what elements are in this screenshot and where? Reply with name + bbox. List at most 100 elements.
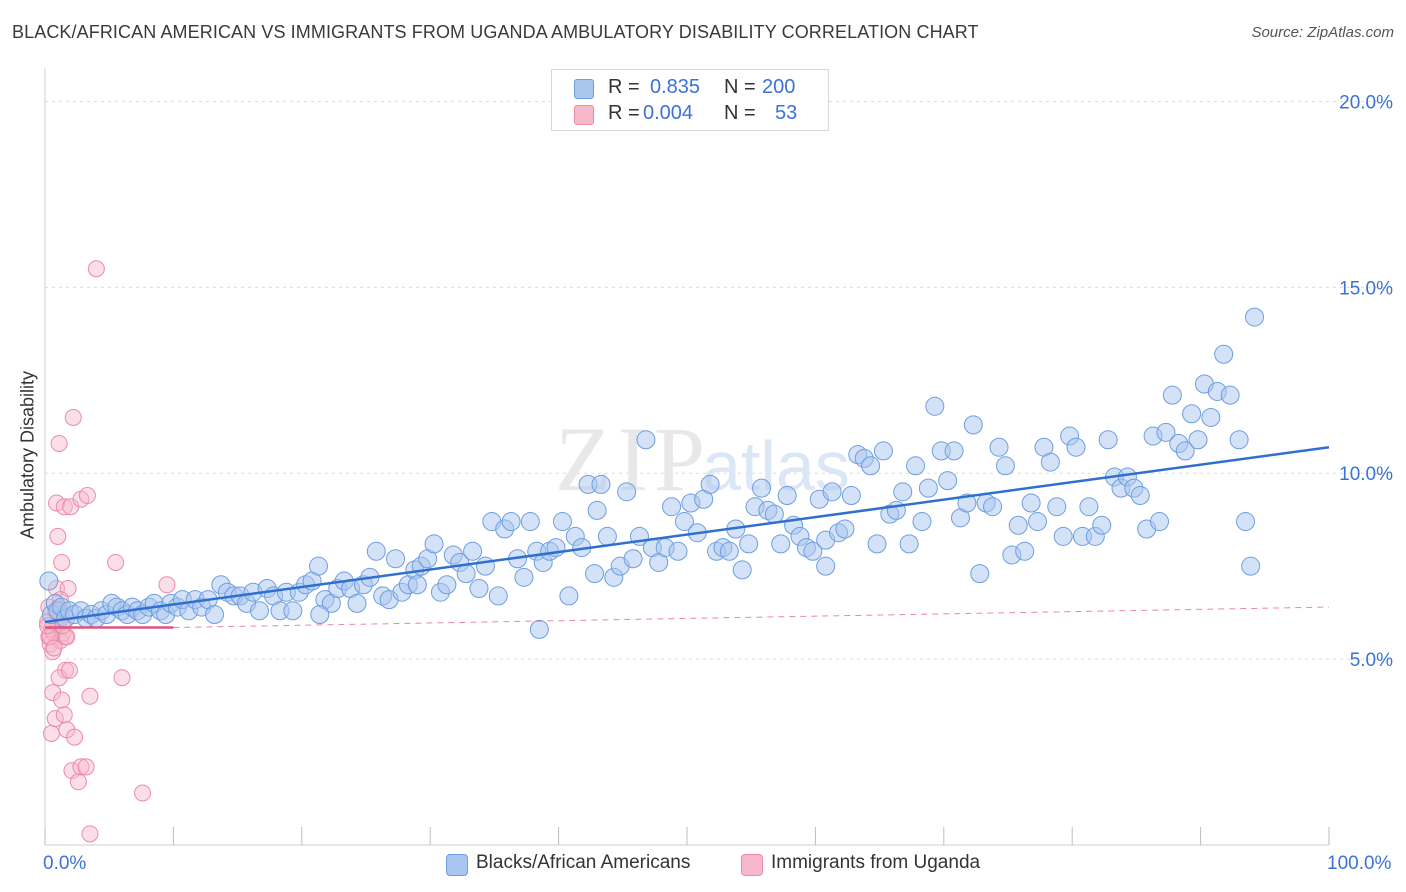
y-tick-labels: 5.0% 10.0% 15.0% 20.0% — [1339, 92, 1393, 671]
uganda-point — [44, 684, 62, 702]
black-point — [970, 564, 990, 584]
black-point — [963, 415, 983, 435]
uganda-point — [45, 639, 63, 657]
black-point — [1156, 422, 1176, 442]
uganda-point — [55, 706, 73, 724]
black-point — [700, 474, 720, 494]
black-point — [1040, 452, 1060, 472]
x-tick-0: 0.0% — [43, 853, 87, 874]
y-tick-label: 20.0% — [1339, 92, 1393, 113]
black-point — [1162, 385, 1182, 405]
black-point — [912, 512, 932, 532]
uganda-point — [72, 758, 90, 776]
black-point — [1188, 430, 1208, 450]
black-point — [1092, 515, 1112, 535]
black-point — [1214, 344, 1234, 364]
n-label: N = — [724, 102, 756, 124]
uganda-point — [46, 710, 64, 728]
black-points — [39, 307, 1265, 639]
black-point — [585, 564, 605, 584]
black-point — [764, 504, 784, 524]
uganda-point — [66, 728, 84, 746]
chart-title: BLACK/AFRICAN AMERICAN VS IMMIGRANTS FRO… — [12, 22, 979, 42]
blue-swatch — [574, 79, 594, 99]
r-value: 0.835 — [650, 76, 701, 98]
uganda-point — [107, 553, 125, 571]
black-point — [310, 605, 330, 625]
black-point — [1236, 512, 1256, 532]
axis-layer — [44, 68, 1330, 846]
black-point — [559, 586, 579, 606]
black-point — [204, 605, 224, 625]
black-point — [906, 456, 926, 476]
r-label: R = — [608, 102, 640, 124]
y-axis-label: Ambulatory Disability — [17, 370, 38, 540]
pink-swatch — [741, 854, 763, 876]
black-point — [938, 471, 958, 491]
black-point — [308, 556, 328, 576]
black-point — [475, 556, 495, 576]
black-point — [1015, 541, 1035, 561]
black-point — [1182, 404, 1202, 424]
uganda-point — [53, 691, 71, 709]
black-point — [957, 493, 977, 513]
black-point — [283, 601, 303, 621]
black-point — [983, 497, 1003, 517]
black-point — [861, 456, 881, 476]
uganda-point — [134, 784, 152, 802]
black-point — [1175, 441, 1195, 461]
black-point — [1021, 493, 1041, 513]
black-point — [771, 534, 791, 554]
uganda-point — [77, 758, 95, 776]
uganda-points — [39, 260, 176, 843]
black-point — [437, 575, 457, 595]
uganda-point — [81, 687, 99, 705]
black-point — [249, 601, 269, 621]
black-point — [488, 586, 508, 606]
black-point — [925, 396, 945, 416]
black-point — [867, 534, 887, 554]
black-point — [1201, 407, 1221, 427]
source-credit: Source: ZipAtlas.com — [1251, 24, 1394, 41]
black-point — [944, 441, 964, 461]
black-point — [347, 593, 367, 613]
black-point — [1229, 430, 1249, 450]
uganda-point — [60, 661, 78, 679]
legend-label: Immigrants from Uganda — [771, 852, 981, 873]
black-point — [732, 560, 752, 580]
uganda-point — [42, 724, 60, 742]
n-label: N = — [724, 76, 756, 98]
black-point — [893, 482, 913, 502]
black-point — [591, 474, 611, 494]
uganda-point — [41, 628, 59, 646]
black-point — [835, 519, 855, 539]
uganda-point — [69, 773, 87, 791]
black-point — [739, 534, 759, 554]
uganda-point — [78, 487, 96, 505]
trend-layer — [44, 445, 1330, 629]
black-trend-line — [44, 445, 1330, 624]
black-point — [520, 512, 540, 532]
x-tick-100: 100.0% — [1327, 853, 1392, 874]
black-point — [873, 441, 893, 461]
black-point — [1008, 515, 1028, 535]
uganda-point — [113, 669, 131, 687]
black-point — [456, 564, 476, 584]
black-point — [469, 578, 489, 598]
y-tick-label: 15.0% — [1339, 278, 1393, 299]
black-point — [668, 541, 688, 561]
n-value: 200 — [762, 76, 796, 98]
black-point — [674, 512, 694, 532]
black-point — [995, 456, 1015, 476]
r-value: 0.004 — [643, 102, 694, 124]
black-point — [1220, 385, 1240, 405]
black-point — [662, 497, 682, 517]
black-point — [617, 482, 637, 502]
black-point — [463, 541, 483, 561]
uganda-point — [49, 527, 67, 545]
black-point — [514, 567, 534, 587]
uganda-point — [55, 498, 73, 516]
black-point — [816, 556, 836, 576]
black-point — [1028, 512, 1048, 532]
uganda-point — [87, 260, 105, 278]
